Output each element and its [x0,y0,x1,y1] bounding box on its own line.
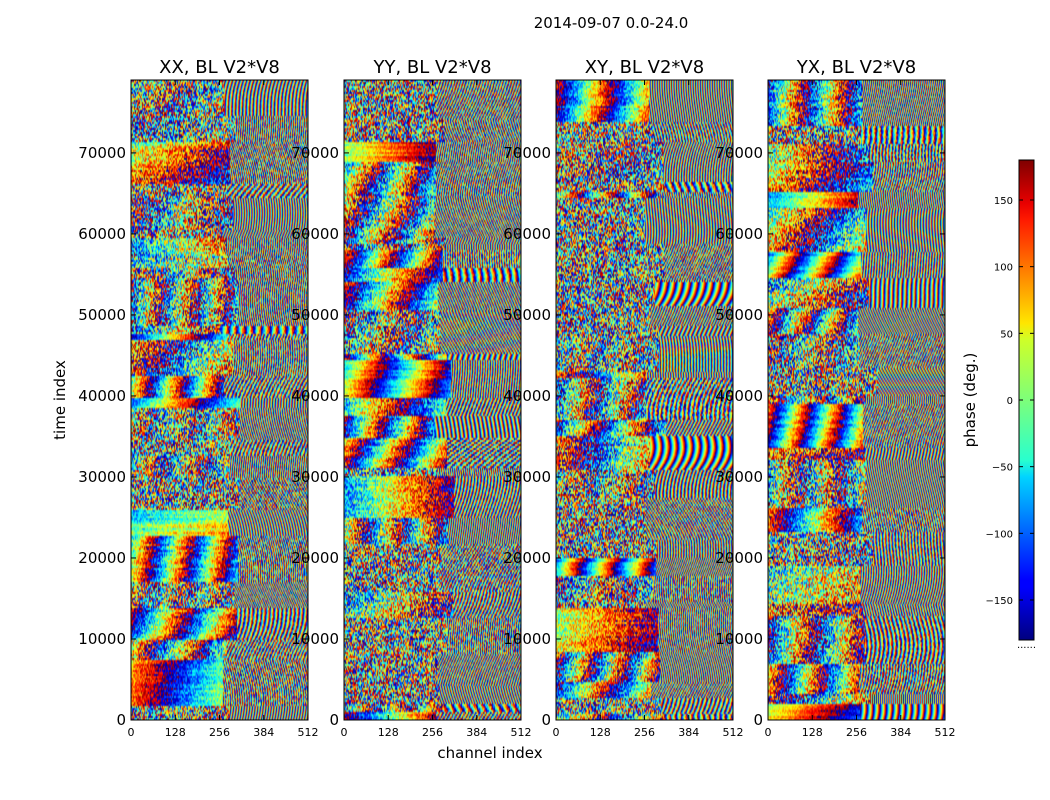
x-tick-label: 0 [128,726,135,739]
x-tick-label: 384 [253,726,274,739]
x-tick-label: 512 [298,726,319,739]
colorbar-tick-label: 50 [1000,329,1013,340]
y-tick-label: 30000 [503,468,551,486]
panel-title: YX, BL V2*V8 [796,57,916,78]
colorbar-tick-label: 0 [1007,396,1013,407]
colorbar-label: phase (deg.) [961,353,979,448]
x-tick-label: 512 [511,726,532,739]
colorbar-tick-label: −100 [986,529,1013,540]
y-tick-label: 60000 [715,225,763,243]
y-tick-label: 40000 [715,387,763,405]
panel-title: XX, BL V2*V8 [159,57,280,78]
panel-xx: XX, BL V2*V8 0 128 256 384 512 0 10000 20000 3000… [78,57,318,739]
x-tick-label: 128 [378,726,399,739]
x-tick-label: 0 [765,726,772,739]
y-tick-label: 10000 [291,630,339,648]
phase-heatmap-xx [131,80,308,720]
y-tick-label: 30000 [715,468,763,486]
y-tick-label: 60000 [503,225,551,243]
colorbar-footer: ...... [1017,640,1036,651]
y-tick-label: 70000 [715,144,763,162]
colorbar-tick-label: 150 [994,196,1013,207]
x-tick-label: 128 [590,726,611,739]
y-tick-label: 50000 [715,306,763,324]
x-axis-label: channel index [437,744,542,762]
colorbar-tick-label: −150 [986,596,1013,607]
y-tick-label: 0 [116,711,126,729]
y-tick-label: 30000 [78,468,126,486]
x-tick-label: 384 [890,726,911,739]
y-tick-label: 20000 [78,549,126,567]
x-tick-label: 512 [723,726,744,739]
phase-heatmap-yx [768,80,945,720]
y-tick-label: 10000 [715,630,763,648]
panel-title: XY, BL V2*V8 [585,57,704,78]
y-tick-label: 20000 [291,549,339,567]
y-tick-label: 70000 [78,144,126,162]
y-tick-label: 40000 [503,387,551,405]
x-tick-label: 0 [553,726,560,739]
x-tick-label: 128 [802,726,823,739]
phase-figure: 2014-09-07 0.0-24.0 XX, BL V2*V8 0 128 256 3… [0,0,1050,800]
y-tick-label: 50000 [291,306,339,324]
colorbar-tick-label: −50 [992,463,1013,474]
y-tick-label: 20000 [715,549,763,567]
phase-heatmap-yy [344,80,521,720]
colorbar: −150 −100 −50 0 50 100 150 phase (deg.)...... [961,160,1036,651]
y-tick-label: 10000 [503,630,551,648]
y-tick-label: 0 [541,711,551,729]
colorbar-tick-label: 100 [994,263,1013,274]
panel-xy: XY, BL V2*V8 0 128 256 384 512 0 10000 20000 3000… [503,57,743,739]
y-tick-label: 50000 [78,306,126,324]
y-tick-label: 40000 [78,387,126,405]
y-tick-label: 70000 [291,144,339,162]
x-tick-label: 512 [935,726,956,739]
y-tick-label: 0 [329,711,339,729]
panel-yx: YX, BL V2*V8 0 128 256 384 512 0 10000 20000 3000… [715,57,955,739]
y-tick-label: 50000 [503,306,551,324]
x-tick-label: 256 [422,726,443,739]
y-axis-label: time index [51,360,69,440]
y-tick-label: 60000 [78,225,126,243]
phase-heatmap-xy [556,80,733,720]
y-tick-label: 40000 [291,387,339,405]
x-tick-label: 256 [634,726,655,739]
figure-title: 2014-09-07 0.0-24.0 [534,14,689,32]
panel-yy: YY, BL V2*V8 0 128 256 384 512 0 10000 20000 3000… [291,57,531,739]
y-tick-label: 30000 [291,468,339,486]
y-tick-label: 70000 [503,144,551,162]
y-tick-label: 10000 [78,630,126,648]
y-tick-label: 0 [753,711,763,729]
y-tick-label: 60000 [291,225,339,243]
x-tick-label: 256 [209,726,230,739]
x-tick-label: 384 [678,726,699,739]
y-tick-label: 20000 [503,549,551,567]
panel-title: YY, BL V2*V8 [372,57,491,78]
panels: XX, BL V2*V8 0 128 256 384 512 0 10000 20000 3000… [78,57,955,739]
x-tick-label: 256 [846,726,867,739]
x-tick-label: 0 [341,726,348,739]
x-tick-label: 128 [165,726,186,739]
x-tick-label: 384 [466,726,487,739]
